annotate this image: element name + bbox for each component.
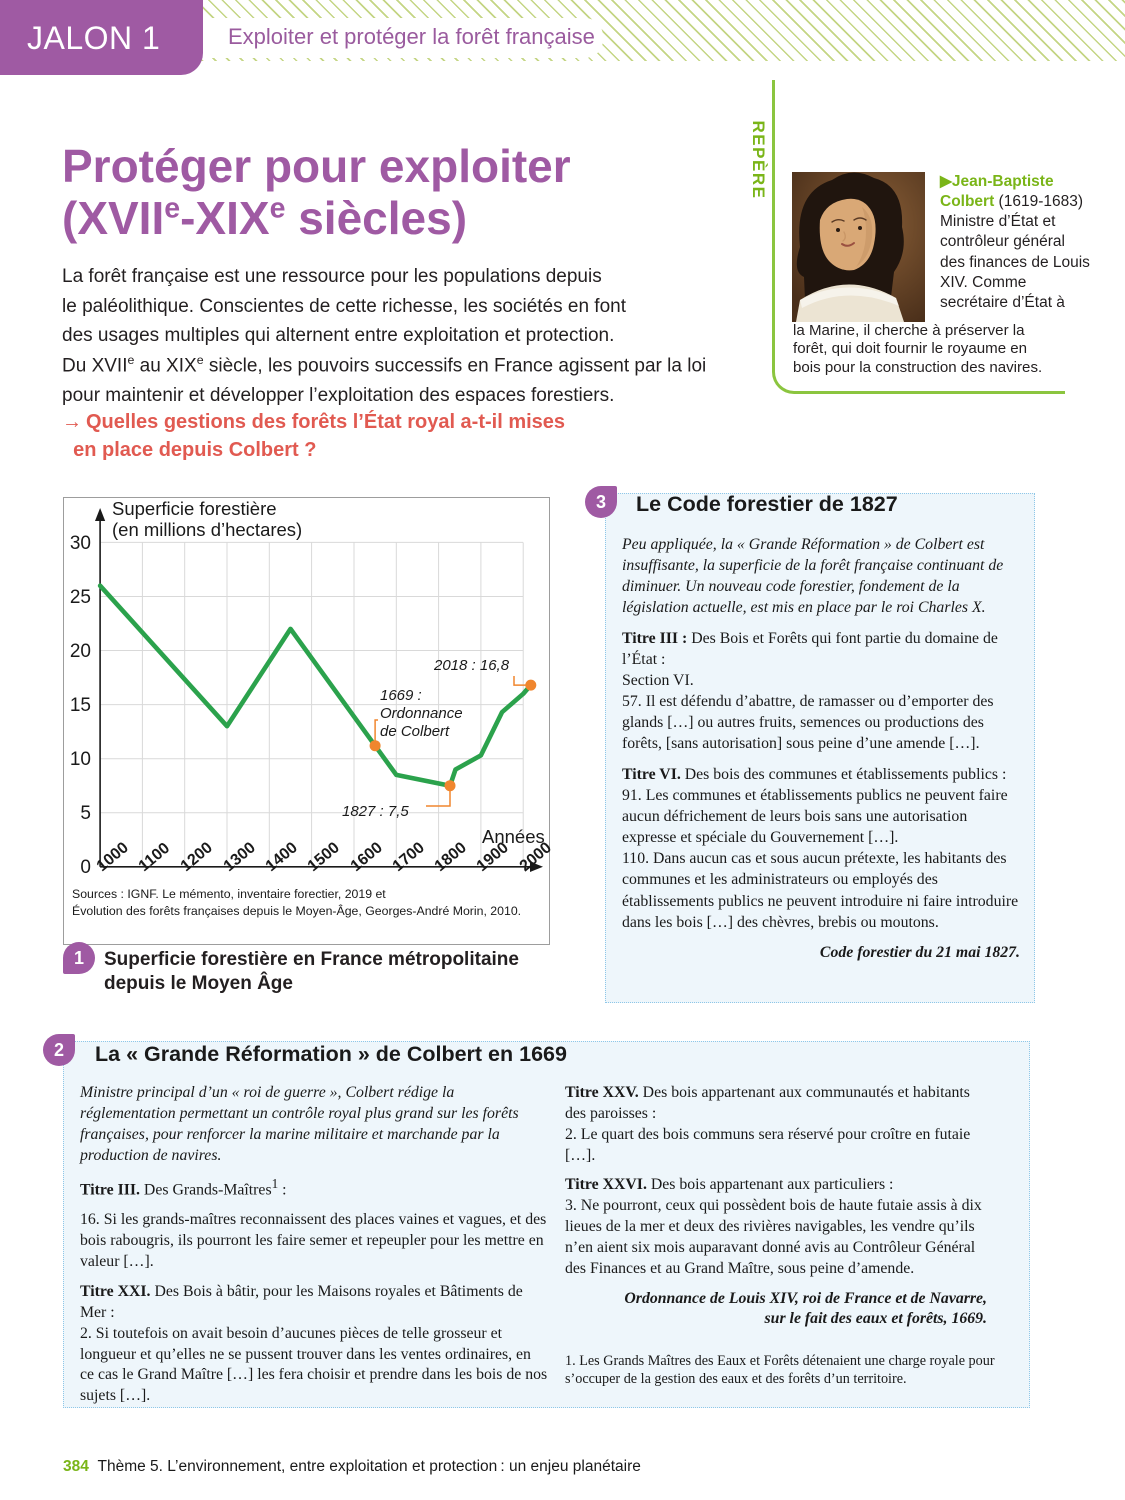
svg-text:5: 5 <box>80 803 91 824</box>
svg-text:10: 10 <box>70 749 91 770</box>
svg-text:15: 15 <box>70 695 91 716</box>
svg-text:(en millions d’hectares): (en millions d’hectares) <box>112 519 302 540</box>
svg-text:1827 : 7,5: 1827 : 7,5 <box>342 803 409 820</box>
svg-text:Ordonnance: Ordonnance <box>380 705 463 722</box>
svg-text:1200: 1200 <box>178 839 216 875</box>
svg-text:1500: 1500 <box>305 839 343 875</box>
svg-text:Sources : IGNF. Le mémento, in: Sources : IGNF. Le mémento, inventaire f… <box>72 887 386 901</box>
svg-text:Années: Années <box>482 826 545 847</box>
svg-text:1669 :: 1669 : <box>380 687 422 704</box>
svg-text:25: 25 <box>70 587 91 608</box>
svg-text:1700: 1700 <box>390 839 428 875</box>
svg-text:1400: 1400 <box>263 839 301 875</box>
svg-text:1300: 1300 <box>221 839 259 875</box>
svg-text:Superficie forestière: Superficie forestière <box>112 498 277 519</box>
svg-text:2018 : 16,8: 2018 : 16,8 <box>433 657 510 674</box>
svg-text:0: 0 <box>80 857 91 878</box>
svg-text:1600: 1600 <box>348 839 386 875</box>
svg-text:1800: 1800 <box>432 839 470 875</box>
svg-text:30: 30 <box>70 533 91 554</box>
svg-text:Évolution des forêts française: Évolution des forêts françaises depuis l… <box>72 903 521 918</box>
svg-text:1100: 1100 <box>136 840 174 875</box>
svg-text:20: 20 <box>70 641 91 662</box>
svg-text:de Colbert: de Colbert <box>380 723 450 740</box>
